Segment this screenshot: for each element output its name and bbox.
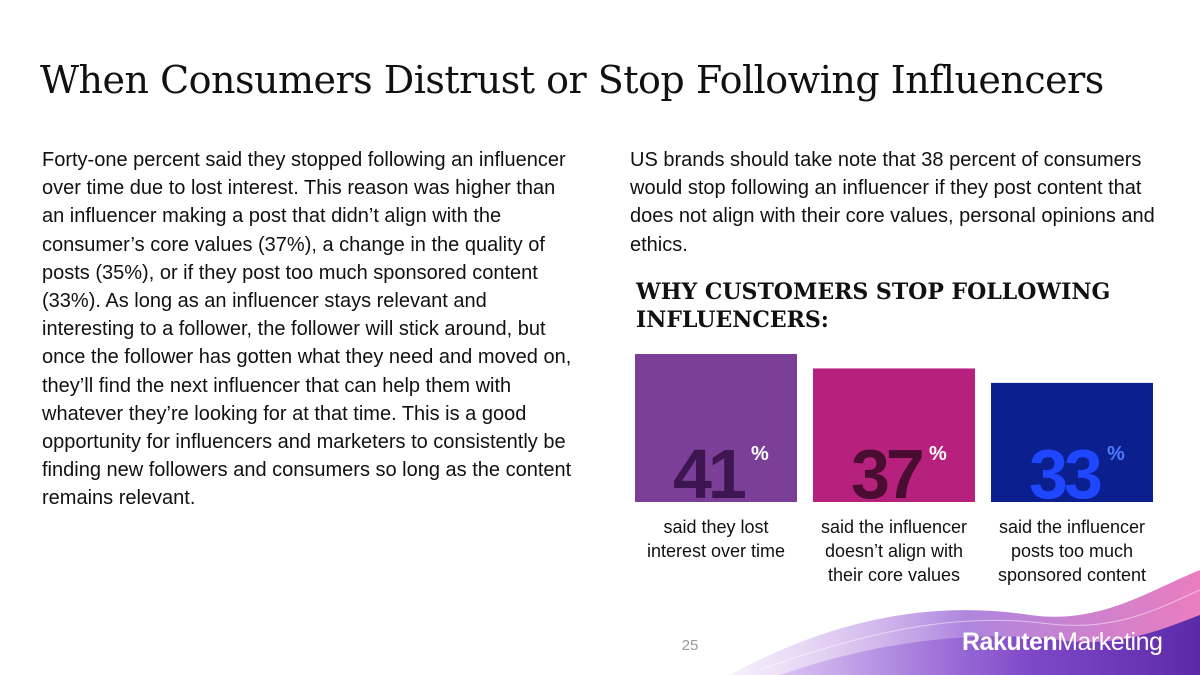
bar-value-1: 41 xyxy=(673,435,745,513)
decorative-wave xyxy=(730,570,1200,675)
logo-bold-text: Rakuten xyxy=(962,628,1058,656)
logo-light-text: Marketing xyxy=(1057,628,1163,656)
left-paragraph: Forty-one percent said they stopped foll… xyxy=(42,149,572,510)
category-label-2-line-3: their core values xyxy=(828,565,960,585)
bar-percent-sign-3: % xyxy=(1107,443,1125,465)
rakuten-marketing-logo: RakutenMarketing xyxy=(962,628,1163,657)
category-label-1-line-2: interest over time xyxy=(647,541,785,561)
bar-2 xyxy=(813,368,975,502)
category-label-2-line-1: said the influencer xyxy=(821,517,967,537)
category-label-3-line-2: posts too much xyxy=(1011,541,1133,561)
wave-line xyxy=(759,589,1200,671)
category-label-3-line-3: sponsored content xyxy=(998,565,1146,585)
page-number: 25 xyxy=(681,637,699,654)
bar-1 xyxy=(635,354,797,502)
chart-heading: WHY CUSTOMERS STOP FOLLOWING INFLUENCERS… xyxy=(636,279,1111,333)
bar-3 xyxy=(991,382,1153,502)
wave-front xyxy=(780,615,1200,675)
category-label-1-line-1: said they lost xyxy=(663,517,768,537)
bar-percent-sign-2: % xyxy=(929,443,947,465)
bar-percent-sign-1: % xyxy=(751,443,769,465)
bar-value-2: 37 xyxy=(851,435,922,513)
page-title: When Consumers Distrust or Stop Followin… xyxy=(40,58,1104,102)
category-label-2-line-2: doesn’t align with xyxy=(825,541,963,561)
category-label-3-line-1: said the influencer xyxy=(999,517,1145,537)
bar-value-3: 33 xyxy=(1029,435,1101,513)
bar-chart: 41 % said they lost interest over time 37 % sa… xyxy=(635,354,1153,585)
right-paragraph: US brands should take note that 38 perce… xyxy=(630,149,1155,256)
